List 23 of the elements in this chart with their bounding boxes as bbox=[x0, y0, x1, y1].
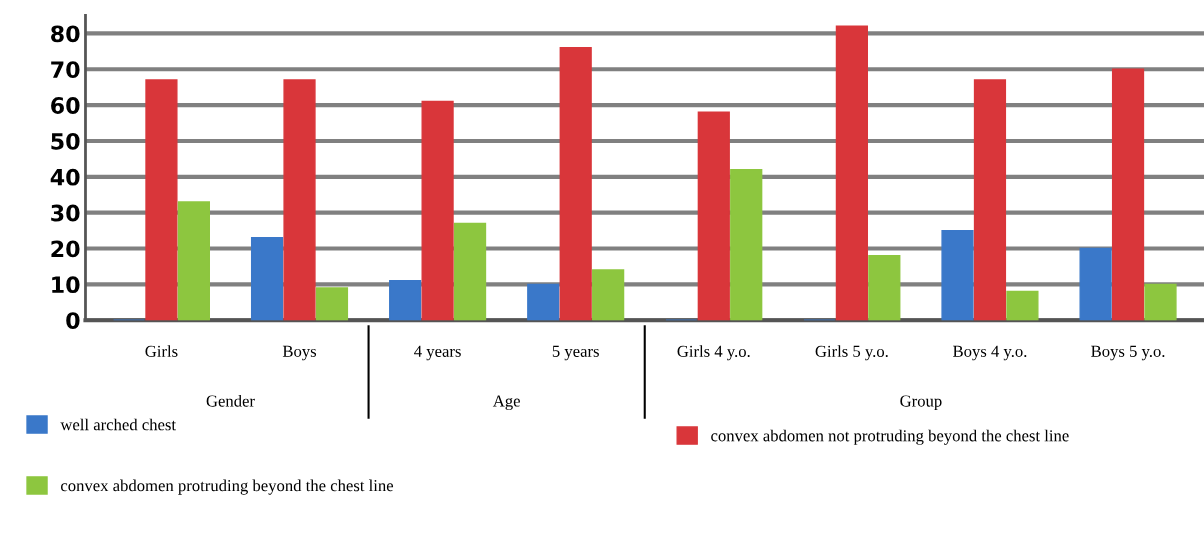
x-tick-label: Boys 5 y.o. bbox=[1091, 345, 1165, 361]
y-tick-label: 10 bbox=[52, 276, 80, 294]
x-tick-label: Boys bbox=[282, 345, 317, 361]
y-tick-label: 50 bbox=[51, 132, 80, 150]
legend-label: convex abdomen protruding beyond the chest line bbox=[61, 479, 394, 495]
y-tick-label: 0 bbox=[66, 312, 80, 329]
x-tick-label: Girls bbox=[145, 345, 178, 357]
x-tick-label: 5 years bbox=[552, 345, 599, 361]
y-tick-label: 70 bbox=[51, 61, 80, 79]
legend-label: convex abdomen not protruding beyond the chest line bbox=[711, 429, 1069, 445]
text: Group bbox=[900, 395, 942, 411]
y-tick-label: 20 bbox=[51, 240, 80, 258]
y-tick-label: 60 bbox=[51, 97, 80, 114]
x-tick-label: 4 years bbox=[414, 345, 461, 361]
x-tick-label: Boys 4 y.o. bbox=[953, 345, 1027, 361]
text: Gender bbox=[206, 394, 255, 407]
y-tick-label: 40 bbox=[50, 168, 80, 186]
x-tick-label: Girls 5 y.o. bbox=[815, 345, 888, 361]
legend-label: well arched chest bbox=[60, 418, 176, 431]
text: Age bbox=[492, 395, 520, 411]
x-tick-label: Girls 4 y.o. bbox=[677, 345, 750, 361]
y-tick-label: 30 bbox=[51, 204, 80, 222]
y-tick-label: 80 bbox=[51, 25, 80, 43]
